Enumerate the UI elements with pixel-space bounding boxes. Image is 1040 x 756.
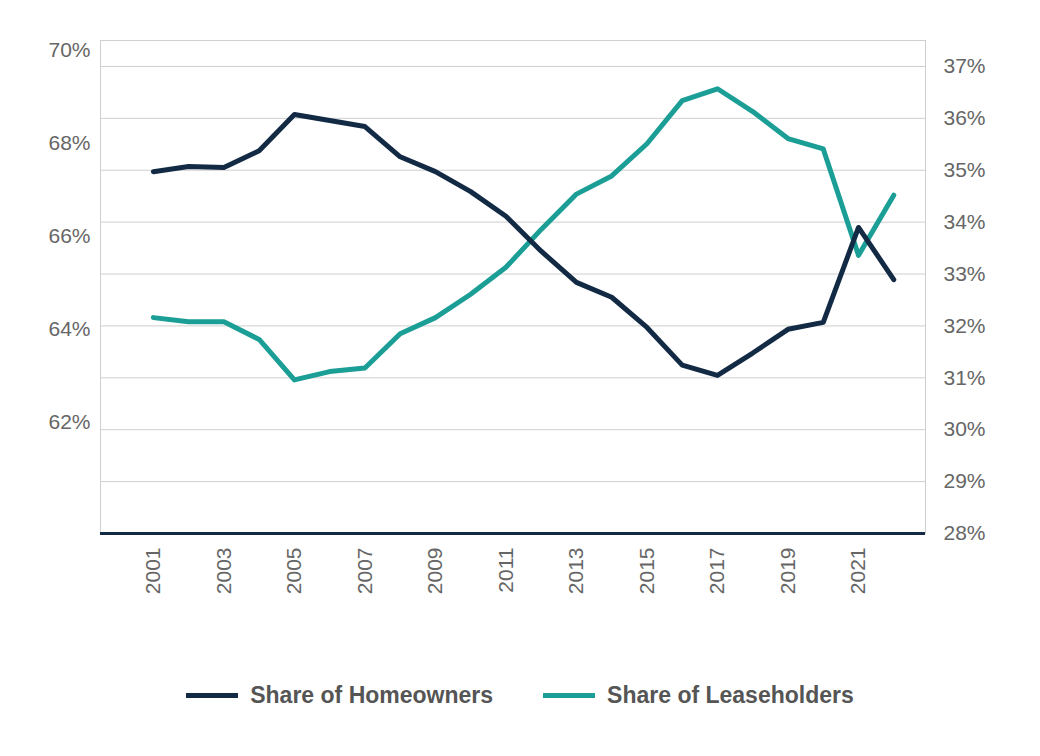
svg-text:30%: 30%: [944, 417, 986, 440]
svg-text:28%: 28%: [944, 521, 986, 544]
svg-text:2015: 2015: [635, 548, 658, 595]
svg-text:2019: 2019: [776, 548, 799, 595]
svg-text:64%: 64%: [48, 317, 90, 340]
svg-text:34%: 34%: [944, 210, 986, 233]
svg-text:37%: 37%: [944, 54, 986, 77]
svg-text:2005: 2005: [282, 548, 305, 595]
svg-text:36%: 36%: [944, 106, 986, 129]
svg-text:62%: 62%: [48, 410, 90, 433]
svg-text:35%: 35%: [944, 158, 986, 181]
svg-text:32%: 32%: [944, 314, 986, 337]
svg-text:68%: 68%: [48, 131, 90, 154]
svg-text:2021: 2021: [846, 548, 869, 595]
svg-text:29%: 29%: [944, 469, 986, 492]
svg-text:2009: 2009: [423, 548, 446, 595]
svg-text:33%: 33%: [944, 262, 986, 285]
svg-text:2017: 2017: [705, 548, 728, 595]
svg-text:2011: 2011: [494, 548, 517, 593]
svg-text:2013: 2013: [564, 548, 587, 595]
html-text:Share of Homeowners: Share of Homeowners: [250, 682, 494, 708]
svg-text:66%: 66%: [48, 224, 90, 247]
svg-text:31%: 31%: [944, 366, 986, 389]
svg-text:2007: 2007: [353, 548, 376, 595]
svg-text:70%: 70%: [48, 38, 90, 61]
svg-text:2001: 2001: [141, 548, 164, 595]
svg-text:2003: 2003: [212, 548, 235, 595]
html-text:Share of Leaseholders: Share of Leaseholders: [607, 682, 854, 708]
